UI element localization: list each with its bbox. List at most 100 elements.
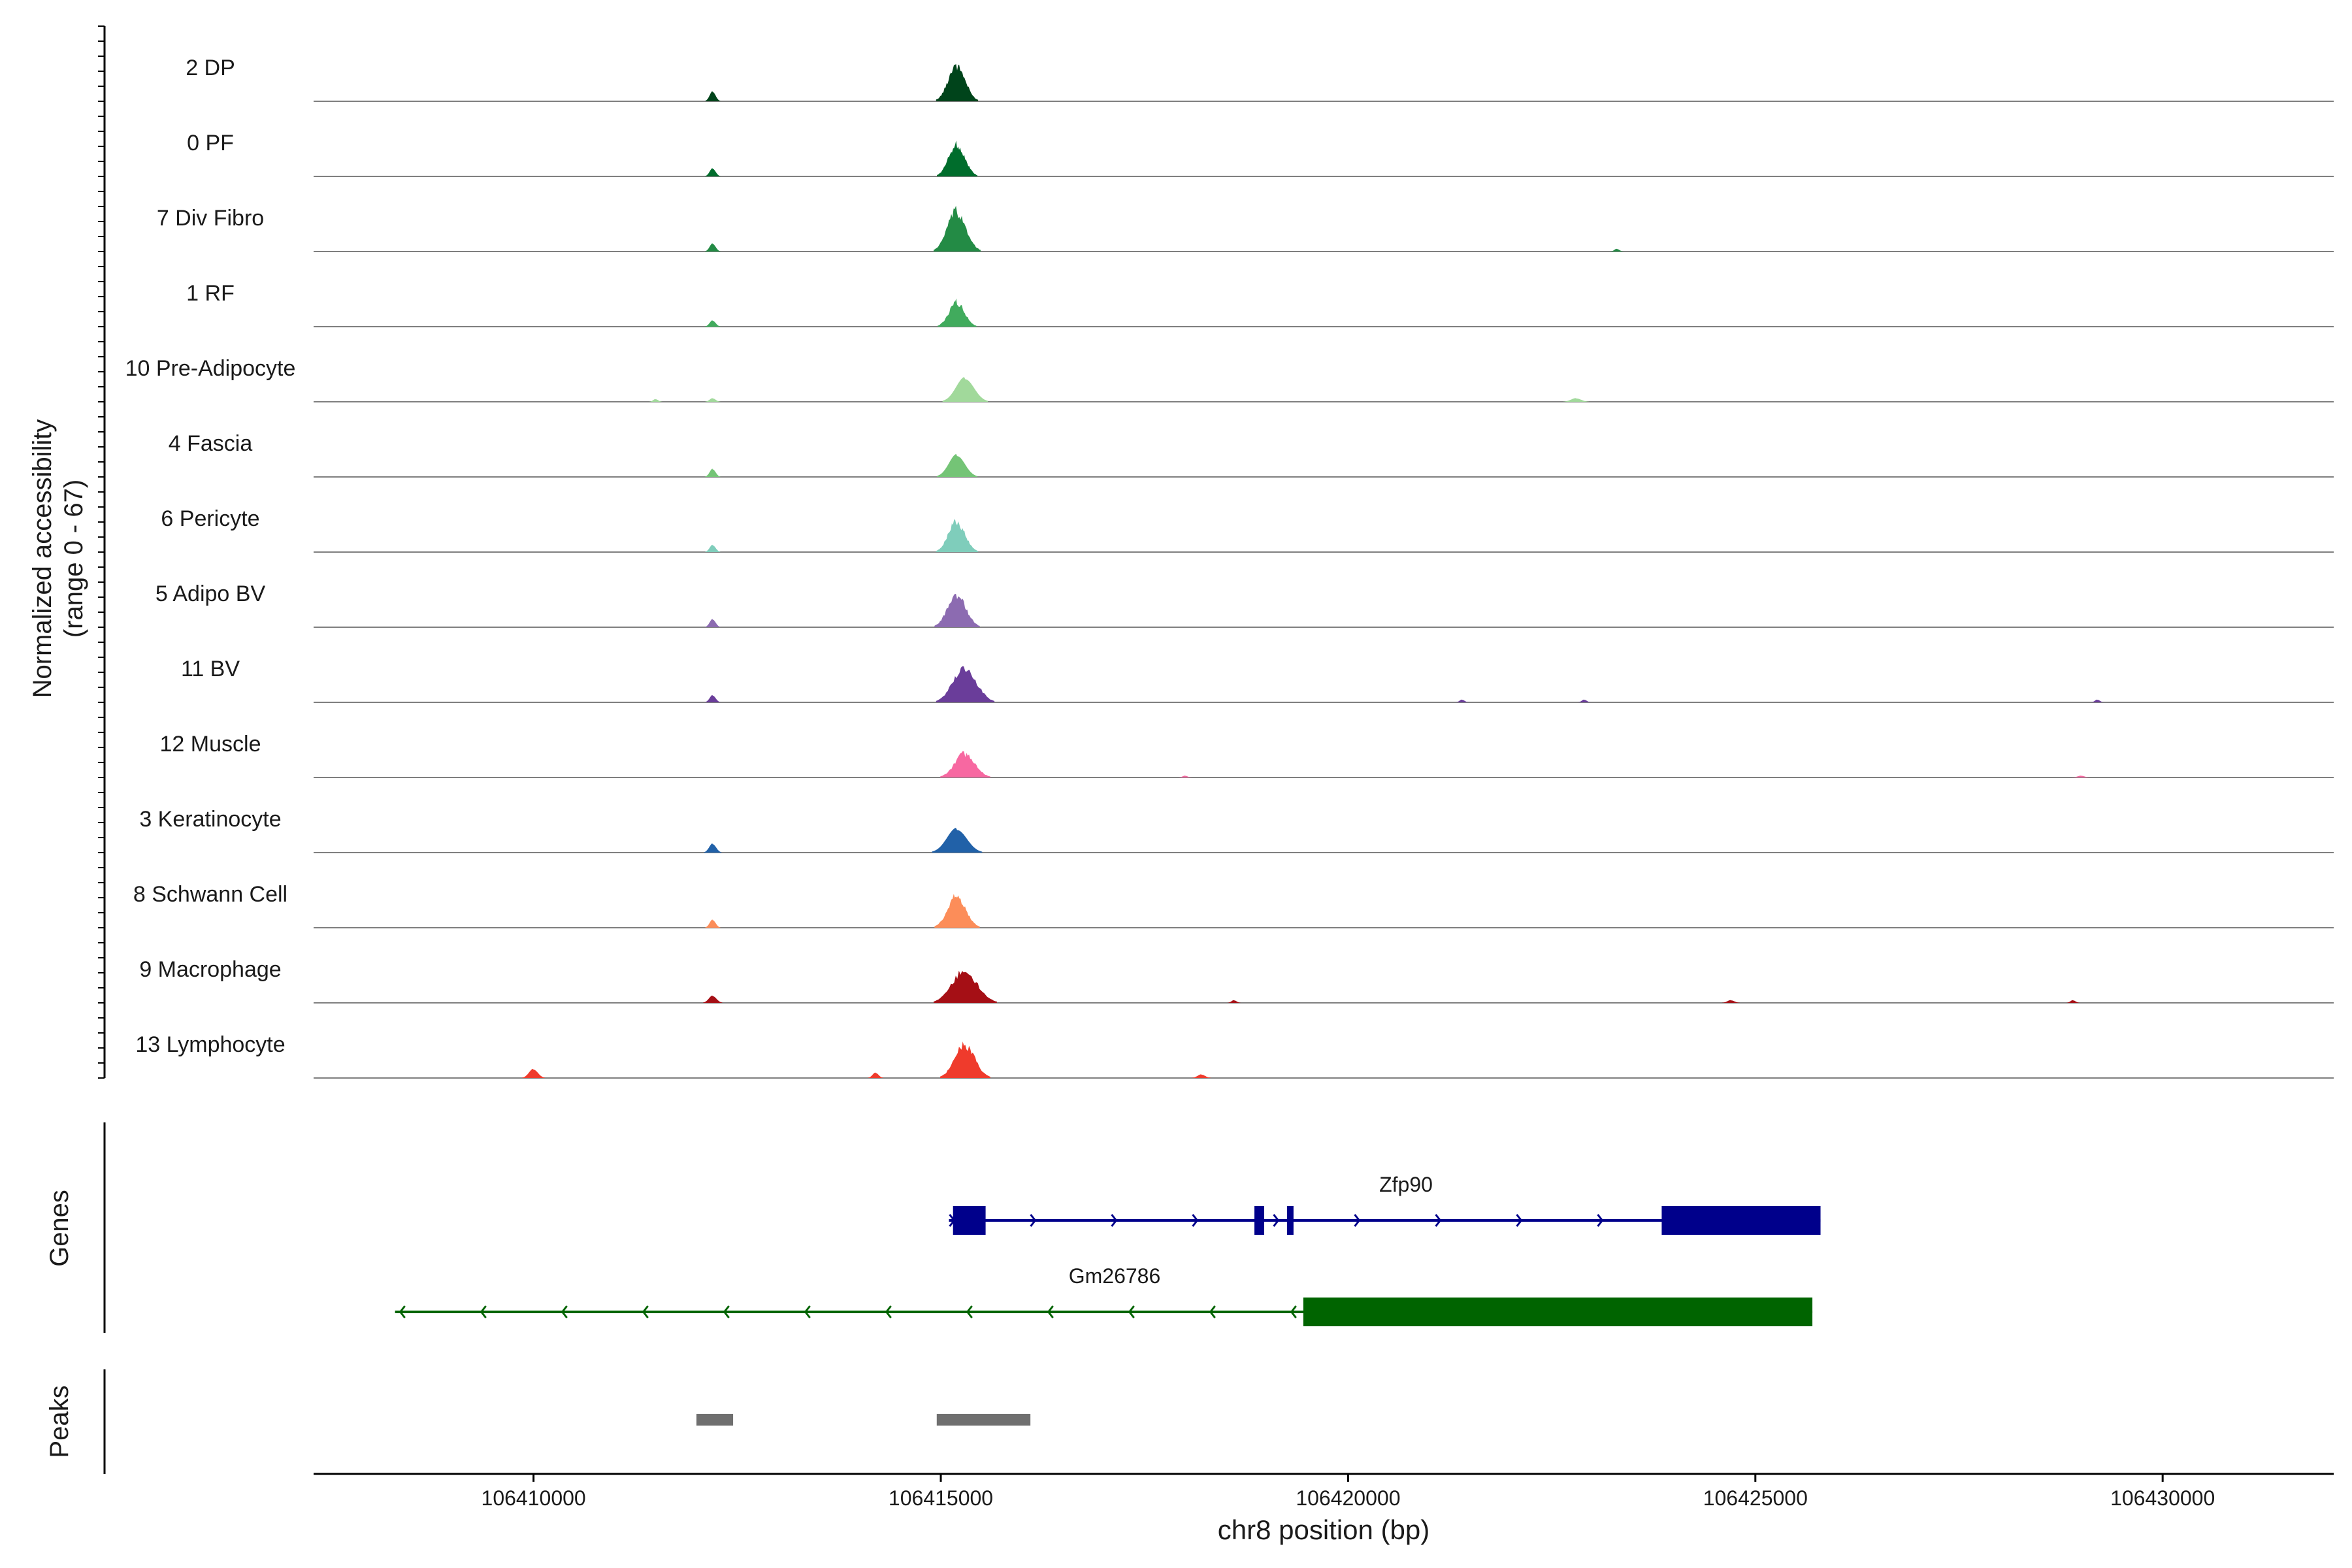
track-label: 13 Lymphocyte — [135, 1032, 285, 1057]
strand-chevron — [1047, 1305, 1054, 1318]
coverage-peak — [934, 894, 980, 928]
x-tick-label: 106425000 — [1703, 1486, 1808, 1510]
coverage-peak — [936, 666, 995, 702]
coverage-peak — [704, 843, 722, 853]
coverage-peak — [2066, 1000, 2080, 1003]
gene-name: Zfp90 — [1379, 1173, 1433, 1196]
x-tick-label: 106415000 — [889, 1486, 993, 1510]
x-tick-label: 106410000 — [482, 1486, 586, 1510]
coverage-peak — [1456, 699, 1469, 702]
coverage-peak — [1578, 699, 1591, 702]
track-label: 6 Pericyte — [161, 506, 259, 531]
track-label: 3 Keratinocyte — [139, 807, 281, 832]
y-axis-label-group: Normalized accessibility (range 0 - 67) — [28, 419, 88, 698]
track-1-rf: 1 RF — [186, 281, 2334, 327]
strand-chevron — [399, 1305, 406, 1318]
strand-chevron — [1435, 1214, 1442, 1227]
track-label: 2 DP — [186, 56, 235, 80]
track-label: 12 Muscle — [160, 732, 261, 757]
coverage-peak — [705, 320, 721, 327]
x-tick-label: 106420000 — [1296, 1486, 1400, 1510]
track-3-keratinocyte: 3 Keratinocyte — [139, 807, 2334, 853]
track-6-pericyte: 6 Pericyte — [161, 506, 2334, 553]
track-9-macrophage: 9 Macrophage — [139, 957, 2334, 1004]
genes-panel: Genes Zfp90 Gm26786 — [45, 1122, 1821, 1333]
track-11-bv: 11 BV — [181, 657, 2334, 703]
coverage-peak — [1610, 248, 1624, 252]
peak-region — [696, 1414, 734, 1426]
gene-exon — [1303, 1298, 1813, 1326]
gene-gm26786: Gm26786 — [395, 1264, 1813, 1326]
strand-chevron — [723, 1305, 730, 1318]
strand-chevron — [1273, 1214, 1280, 1227]
track-0-pf: 0 PF — [187, 131, 2334, 177]
x-axis-label: chr8 position (bp) — [1218, 1514, 1430, 1545]
track-4-fascia: 4 Fascia — [169, 431, 2334, 478]
strand-chevron — [642, 1305, 649, 1318]
coverage-peak — [705, 468, 721, 477]
coverage-peak — [940, 751, 990, 777]
track-label: 4 Fascia — [169, 431, 253, 456]
coverage-peak — [705, 243, 721, 252]
coverage-peak — [649, 399, 662, 402]
coverage-peak — [934, 205, 981, 252]
track-5-adipo-bv: 5 Adipo BV — [155, 581, 2334, 628]
coverage-peak — [938, 298, 977, 327]
coverage-peak — [2072, 776, 2090, 777]
strand-chevron — [1516, 1214, 1523, 1227]
coverage-peak — [937, 453, 977, 477]
coverage-peak — [1563, 398, 1590, 402]
track-label: 9 Macrophage — [139, 957, 281, 982]
coverage-peak — [937, 140, 977, 176]
coverage-peak — [522, 1068, 545, 1078]
strand-chevron — [1192, 1214, 1199, 1227]
coverage-peak — [940, 1041, 990, 1078]
y-axis-label: Normalized accessibility — [28, 419, 57, 698]
coverage-peak — [705, 694, 721, 702]
strand-chevron — [804, 1305, 811, 1318]
coverage-peak — [936, 63, 979, 101]
coverage-peak — [932, 828, 983, 853]
coverage-peak — [2091, 699, 2104, 702]
coverage-peak — [1722, 1000, 1740, 1003]
track-label: 8 Schwann Cell — [133, 882, 287, 907]
coverage-peak — [705, 168, 721, 176]
coverage-peak — [934, 970, 997, 1003]
track-label: 10 Pre-Adipocyte — [125, 356, 296, 381]
strand-chevron — [480, 1305, 487, 1318]
strand-chevron — [561, 1305, 568, 1318]
track-label: 7 Div Fibro — [157, 206, 264, 231]
track-label: 5 Adipo BV — [155, 581, 266, 606]
genes-panel-label: Genes — [45, 1190, 74, 1267]
strand-chevron — [966, 1305, 973, 1318]
gene-exon — [1286, 1206, 1294, 1235]
track-2-dp: 2 DP — [186, 56, 2334, 102]
x-axis: chr8 position (bp) 106410000 106415000 106… — [314, 1473, 2334, 1545]
coverage-peak — [705, 91, 721, 101]
coverage-peak — [1179, 776, 1192, 777]
x-tick-label: 106430000 — [2110, 1486, 2215, 1510]
track-10-pre-adipocyte: 10 Pre-Adipocyte — [125, 356, 2334, 402]
coverage-peak — [705, 398, 721, 402]
coverage-peak — [1228, 1000, 1241, 1003]
gene-exon — [1661, 1206, 1821, 1235]
gene-exon — [1254, 1206, 1264, 1235]
y-axis-label-range: (range 0 - 67) — [59, 480, 88, 638]
gene-exon — [953, 1206, 986, 1235]
strand-chevron — [1111, 1214, 1118, 1227]
track-label: 11 BV — [181, 657, 240, 681]
strand-chevron — [885, 1305, 892, 1318]
strand-chevron — [1030, 1214, 1037, 1227]
track-12-muscle: 12 Muscle — [160, 732, 2334, 778]
track-13-lymphocyte: 13 Lymphocyte — [135, 1032, 2334, 1079]
coverage-peak — [934, 594, 980, 627]
coverage-peak — [705, 544, 721, 552]
track-label: 1 RF — [186, 281, 235, 306]
peaks-panel: Peaks — [45, 1369, 1031, 1474]
peaks-panel-label: Peaks — [45, 1385, 74, 1458]
accessibility-tracks: 2 DP 0 PF 7 Div Fibro 1 RF 10 Pre-Adipocyte 4… — [98, 25, 2334, 1079]
coverage-peak — [703, 995, 723, 1003]
coverage-peak — [868, 1072, 883, 1078]
coverage-peak — [705, 919, 721, 928]
